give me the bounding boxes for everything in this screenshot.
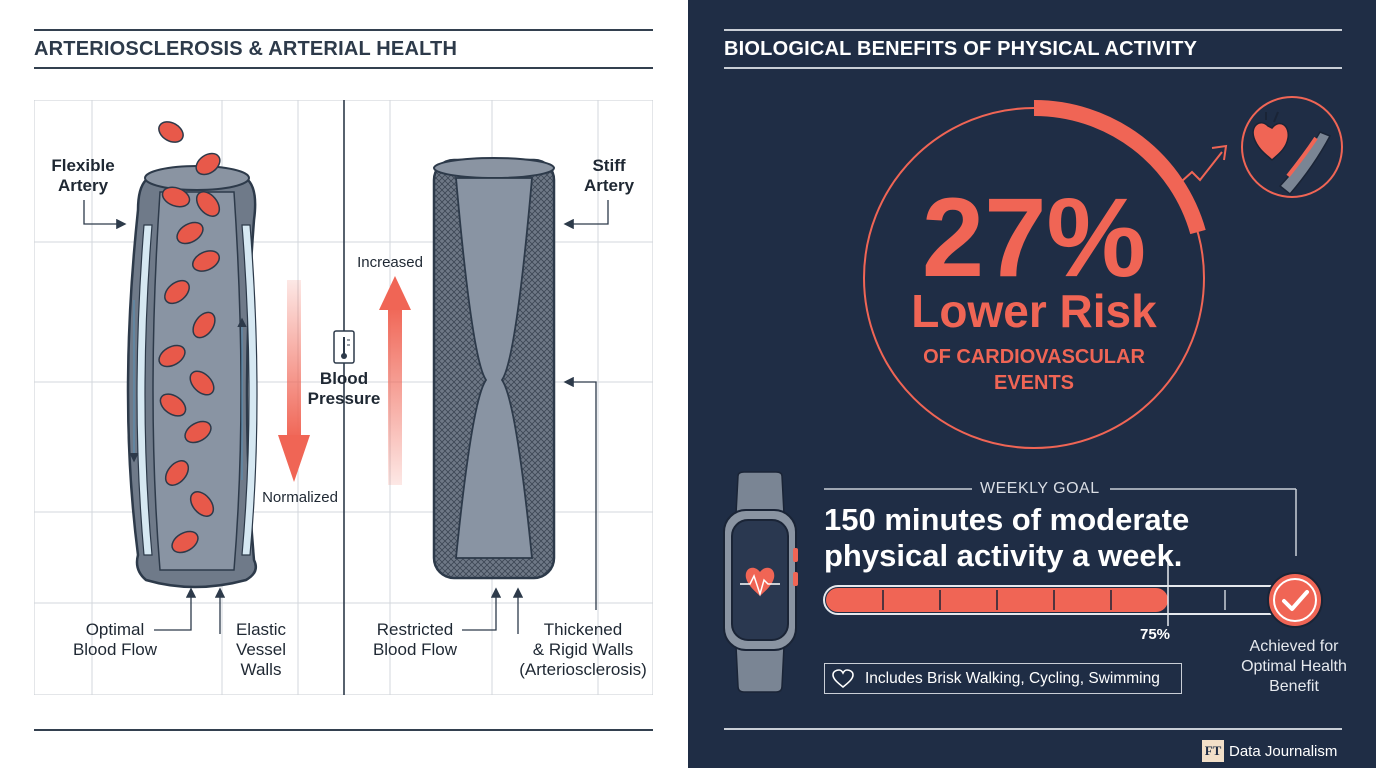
- heart-artery-badge: [1241, 96, 1343, 198]
- blood-pressure-label: Blood Pressure: [307, 369, 381, 408]
- progress-percent-label: 75%: [1140, 626, 1171, 643]
- check-icon: [1282, 590, 1309, 611]
- weekly-goal-text: 150 minutes of moderate physical activity…: [824, 502, 1190, 573]
- thickened-walls-label: Thickened & Rigid Walls (Arteriosclerosis): [519, 620, 647, 679]
- normalized-label: Normalized: [262, 489, 338, 506]
- goal-bracket: [824, 488, 1297, 556]
- weekly-goal-label: WEEKLY GOAL: [972, 480, 1108, 498]
- risk-text: Lower Risk: [911, 285, 1157, 337]
- trend-arrow-icon: [1171, 144, 1228, 191]
- includes-activities-box: Includes Brisk Walking, Cycling, Swimmin…: [824, 663, 1182, 694]
- stiff-artery: [432, 157, 556, 580]
- restricted-blood-flow-label: Restricted Blood Flow: [372, 620, 458, 659]
- right-panel-title: BIOLOGICAL BENEFITS OF PHYSICAL ACTIVITY: [724, 38, 1198, 60]
- risk-subtext: OF CARDIOVASCULAR EVENTS: [923, 346, 1145, 394]
- right-title-rule-bottom: [724, 67, 1342, 69]
- smartwatch-icon: [723, 471, 798, 693]
- check-badge: [1267, 572, 1323, 628]
- footer-credit: FT Data Journalism: [1202, 740, 1337, 762]
- heart-outline-icon: [832, 669, 854, 689]
- achieved-text: Achieved for Optimal Health Benefit: [1241, 638, 1347, 695]
- risk-percent: 27%: [921, 175, 1147, 300]
- increased-arrowhead: [379, 276, 411, 310]
- ft-logo: FT: [1202, 740, 1224, 762]
- left-bottom-rule: [34, 729, 653, 731]
- increased-arrow: [388, 305, 402, 485]
- right-panel: BIOLOGICAL BENEFITS OF PHYSICAL ACTIVITY: [688, 0, 1376, 768]
- thermometer-icon: [333, 330, 355, 364]
- normalized-arrow: [287, 280, 301, 440]
- leader-lines: [83, 200, 609, 634]
- heart-rate-icon: [740, 567, 780, 597]
- progress-ticks: [882, 590, 1112, 610]
- increased-label: Increased: [357, 254, 423, 271]
- right-graphics: [723, 96, 1343, 730]
- left-panel-title: ARTERIOSCLEROSIS & ARTERIAL HEALTH: [34, 38, 458, 60]
- elastic-vessel-walls-label: Elastic Vessel Walls: [235, 620, 287, 679]
- left-panel: ARTERIOSCLEROSIS & ARTERIAL HEALTH: [34, 29, 653, 731]
- title-rule-top: [34, 29, 653, 31]
- artery-diagram: [34, 100, 653, 695]
- right-title-rule-top: [724, 29, 1342, 31]
- flexible-artery-label: Flexible Artery: [51, 156, 115, 195]
- progress-bar: [823, 552, 1285, 626]
- stiff-artery-label: Stiff Artery: [583, 156, 635, 195]
- footer-text: Data Journalism: [1229, 742, 1338, 760]
- optimal-blood-flow-label: Optimal Blood Flow: [72, 620, 158, 659]
- includes-activities-text: Includes Brisk Walking, Cycling, Swimmin…: [865, 670, 1160, 687]
- normalized-arrowhead: [278, 435, 310, 482]
- red-blood-cells: [158, 121, 221, 554]
- heart-icon: [1252, 111, 1289, 162]
- risk-ring-arc: [1033, 99, 1206, 235]
- title-rule-bottom: [34, 67, 653, 69]
